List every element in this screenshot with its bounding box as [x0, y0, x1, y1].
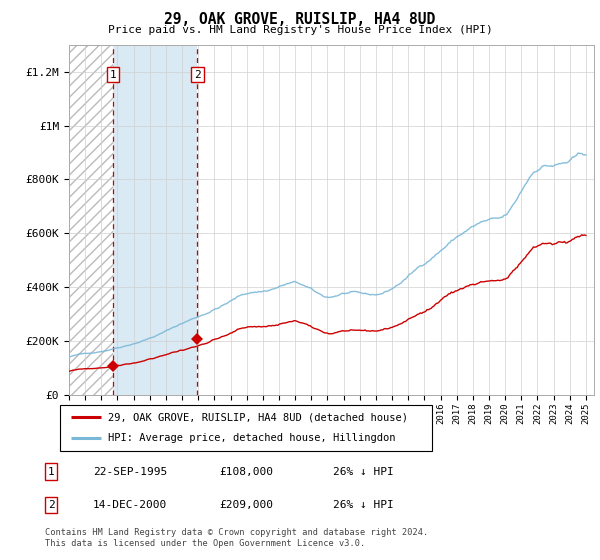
Text: 26% ↓ HPI: 26% ↓ HPI: [333, 500, 394, 510]
Text: Contains HM Land Registry data © Crown copyright and database right 2024.
This d: Contains HM Land Registry data © Crown c…: [45, 528, 428, 548]
Text: 1: 1: [47, 466, 55, 477]
Text: 2: 2: [194, 69, 201, 80]
Bar: [113, 45, 197, 395]
Text: 29, OAK GROVE, RUISLIP, HA4 8UD (detached house): 29, OAK GROVE, RUISLIP, HA4 8UD (detache…: [109, 412, 409, 422]
Text: 1: 1: [110, 69, 116, 80]
Text: 2: 2: [47, 500, 55, 510]
Text: 26% ↓ HPI: 26% ↓ HPI: [333, 466, 394, 477]
Text: HPI: Average price, detached house, Hillingdon: HPI: Average price, detached house, Hill…: [109, 433, 396, 444]
Bar: [69, 45, 113, 395]
Text: 29, OAK GROVE, RUISLIP, HA4 8UD: 29, OAK GROVE, RUISLIP, HA4 8UD: [164, 12, 436, 27]
Text: 14-DEC-2000: 14-DEC-2000: [93, 500, 167, 510]
Text: £209,000: £209,000: [219, 500, 273, 510]
Text: £108,000: £108,000: [219, 466, 273, 477]
Text: Price paid vs. HM Land Registry's House Price Index (HPI): Price paid vs. HM Land Registry's House …: [107, 25, 493, 35]
Text: 22-SEP-1995: 22-SEP-1995: [93, 466, 167, 477]
